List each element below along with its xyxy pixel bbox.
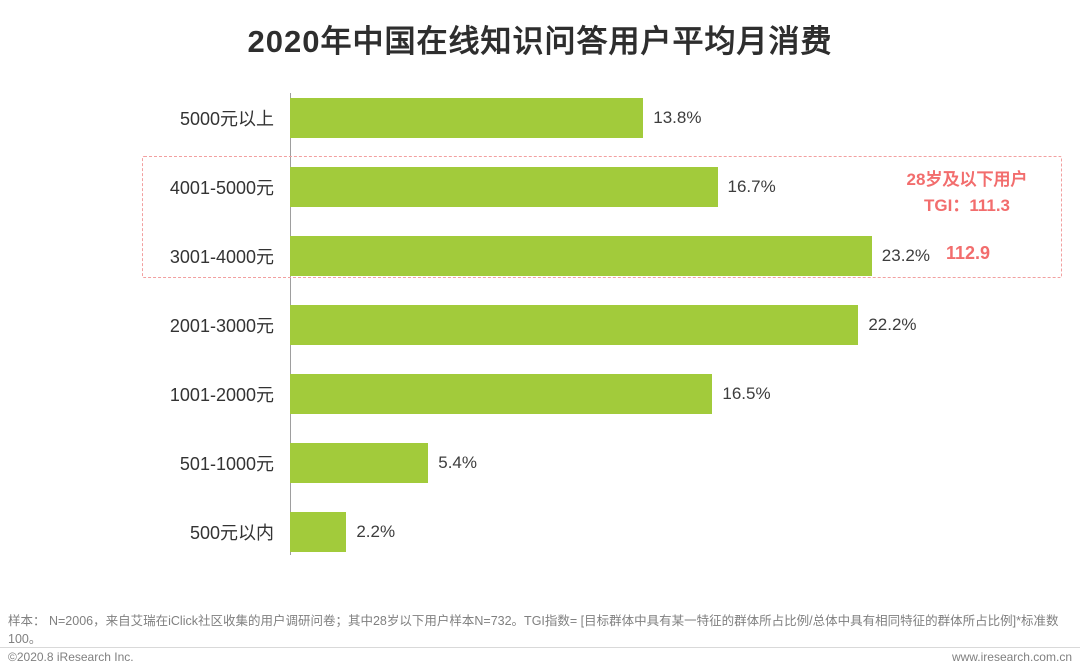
bar-row: 4001-5000元 16.7% [0,152,1080,221]
tgi-annotation-line1: 28岁及以下用户 [906,170,1028,189]
sample-footnote: 样本： N=2006，来自艾瑞在iClick社区收集的用户调研问卷；其中28岁以… [8,614,1059,647]
bar-track: 16.7% [290,166,930,207]
category-label: 5000元以上 [179,108,274,129]
copyright-text: ©2020.8 iResearch Inc. [8,650,134,663]
category-label: 4001-5000元 [169,177,274,198]
bar-track: 23.2% [290,235,930,276]
bar-row: 500元以内 2.2% [0,497,1080,566]
bar-track: 16.5% [290,373,930,414]
bar-row: 1001-2000元 16.5% [0,359,1080,428]
value-label: 22.2% [868,314,917,334]
bar-row: 3001-4000元 23.2% [0,221,1080,290]
bar-track: 2.2% [290,511,930,552]
bar-chart: 5000元以上 13.8% 4001-5000元 16.7% 3001-4000… [0,83,1080,566]
value-label: 16.5% [722,383,771,403]
footer-divider [0,647,1080,648]
bar-track: 5.4% [290,442,930,483]
value-label: 2.2% [356,521,396,541]
category-label: 2001-3000元 [169,315,274,336]
value-label: 23.2% [881,245,930,265]
category-label: 500元以内 [189,522,274,543]
website-url: www.iresearch.com.cn [951,650,1072,663]
bar [290,442,429,483]
bar-row: 501-1000元 5.4% [0,428,1080,497]
category-label: 1001-2000元 [169,384,274,405]
tgi-annotation-line2: TGI：111.3 [924,196,1010,216]
value-label: 13.8% [653,107,702,127]
bar [290,511,347,552]
bar [290,97,644,138]
value-label: 5.4% [438,452,477,472]
bar [290,373,713,414]
bar [290,166,718,207]
bar-row: 2001-3000元 22.2% [0,290,1080,359]
tgi-annotation: 28岁及以下用户 TGI：111.3 [878,167,1056,220]
bar-track: 13.8% [290,97,930,138]
bar-row: 5000元以上 13.8% [0,83,1080,152]
footer-bar: ©2020.8 iResearch Inc. www.iresearch.com… [8,650,1072,663]
value-label: 16.7% [727,176,776,196]
category-label: 3001-4000元 [169,246,274,267]
tgi-value-2: 112.9 [946,243,991,263]
category-label: 501-1000元 [179,453,274,474]
bar [290,304,859,345]
bar-track: 22.2% [290,304,930,345]
chart-title: 2020年中国在线知识问答用户平均月消费 [247,24,833,59]
bar [290,235,872,276]
